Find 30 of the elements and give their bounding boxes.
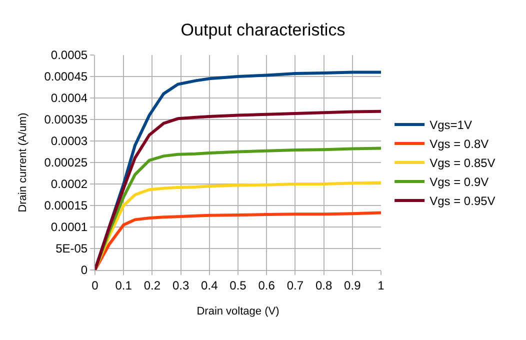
y-tick-label: 0.00045 xyxy=(44,70,88,84)
y-tick-label: 0.0005 xyxy=(50,48,88,62)
y-tick-label: 0.00035 xyxy=(44,112,88,127)
legend-label: Vgs = 0.8V xyxy=(430,137,489,152)
x-tick-label: 0 xyxy=(92,278,99,292)
legend-label: Vgs=1V xyxy=(430,118,472,132)
x-tick-label: 0.3 xyxy=(172,278,190,292)
y-tick-label: 0.00015 xyxy=(44,198,88,213)
y-tick-label: 5E-05 xyxy=(56,242,88,256)
y-tick-label: 0.0003 xyxy=(50,134,88,148)
x-axis-title: Drain voltage (V) xyxy=(196,306,280,318)
x-tick-label: 0.1 xyxy=(115,278,132,292)
y-tick-label: 0 xyxy=(80,263,88,278)
x-tick-label: 0.4 xyxy=(201,278,218,292)
x-tick-label: 0.7 xyxy=(286,278,304,292)
x-tick-label: 0.2 xyxy=(144,278,161,292)
y-tick-label: 0.0002 xyxy=(50,177,88,192)
chart-title: Output characteristics xyxy=(180,20,346,40)
x-tick-label: 0.9 xyxy=(344,278,362,292)
y-tick-label: 0.0001 xyxy=(50,220,88,234)
x-tick-label: 0.8 xyxy=(315,278,332,292)
legend-label: Vgs = 0.95V xyxy=(430,194,496,208)
x-tick-label: 0.5 xyxy=(230,278,247,292)
x-tick-label: 1 xyxy=(378,278,385,292)
x-tick-label: 0.6 xyxy=(258,278,276,292)
y-axis-title: Drain current (A/um) xyxy=(16,112,29,212)
legend-label: Vgs = 0.9V xyxy=(430,175,489,190)
legend-label: Vgs = 0.85V xyxy=(430,156,496,170)
y-tick-label: 0.00025 xyxy=(44,156,88,170)
y-tick-label: 0.0004 xyxy=(50,91,88,106)
